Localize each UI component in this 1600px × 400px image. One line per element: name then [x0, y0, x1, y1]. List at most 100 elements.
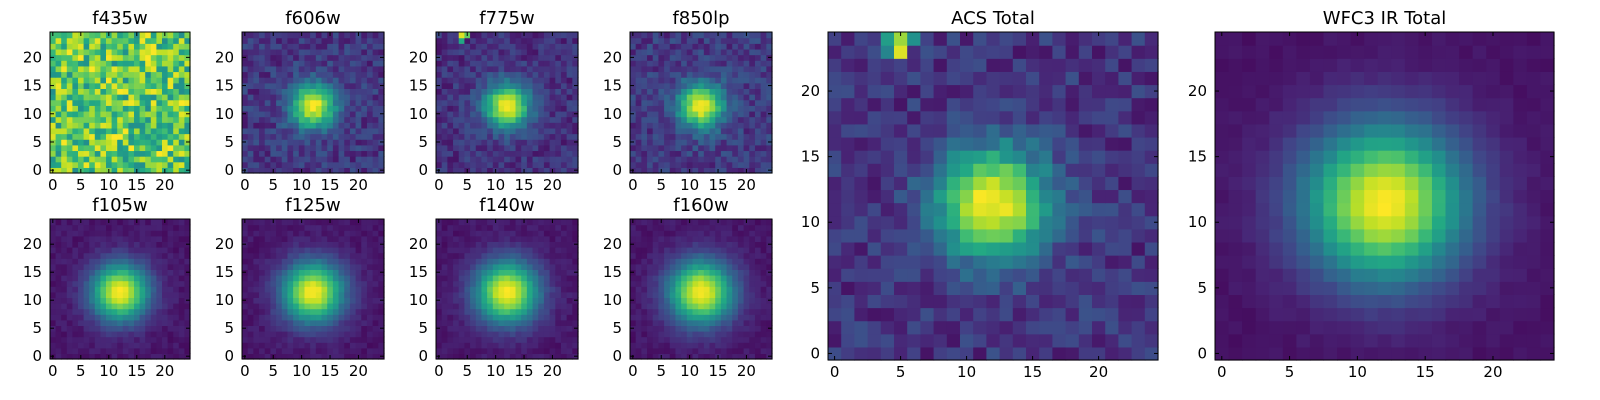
heatmap-cell [150, 258, 157, 265]
heatmap-cell [78, 280, 85, 287]
heatmap-cell [134, 48, 141, 56]
heatmap-cell [321, 224, 328, 231]
heatmap-cell [737, 116, 745, 123]
heatmap-cell [247, 110, 254, 118]
heatmap-cell [703, 325, 711, 332]
heatmap-cell [178, 275, 185, 282]
heatmap-cell [366, 139, 374, 146]
heatmap-cell [55, 156, 62, 163]
heatmap-cell [543, 37, 551, 44]
heatmap-cell [686, 77, 694, 84]
heatmap-cell [675, 161, 682, 168]
heatmap-cell [698, 43, 705, 50]
heatmap-cell [327, 230, 334, 237]
heatmap-cell [55, 319, 62, 326]
heatmap-cell [436, 247, 443, 254]
heatmap-cell [453, 224, 460, 231]
heatmap-cell [94, 314, 101, 321]
heatmap-cell [521, 280, 528, 287]
y-tick-label: 20 [23, 235, 42, 253]
heatmap-cell [178, 65, 185, 73]
heatmap-cell [150, 65, 157, 73]
heatmap-cell [184, 319, 191, 326]
heatmap-cell [321, 235, 328, 242]
heatmap-cell [566, 94, 573, 101]
heatmap-cell [715, 71, 722, 78]
heatmap-cell [641, 303, 648, 310]
heatmap-cell [106, 156, 113, 163]
heatmap-cell [464, 99, 471, 106]
heatmap-cell [293, 252, 300, 259]
heatmap-cell [487, 230, 494, 237]
heatmap-cell [378, 286, 385, 293]
heatmap-cell [106, 325, 113, 332]
heatmap-cell [635, 331, 642, 338]
heatmap-cell [122, 342, 129, 349]
heatmap-cell [89, 122, 96, 129]
heatmap-cell [150, 286, 157, 293]
heatmap-cell [94, 342, 101, 349]
heatmap-cell [504, 297, 511, 304]
heatmap-cell [749, 325, 756, 332]
heatmap-cell [749, 54, 756, 61]
heatmap-cell [100, 122, 107, 129]
heatmap-cell [566, 77, 573, 84]
heatmap-cell [709, 280, 716, 287]
heatmap-cell [647, 319, 654, 326]
heatmap-cell [242, 319, 249, 326]
heatmap-cell [515, 252, 522, 259]
heatmap-cell [349, 331, 357, 338]
heatmap-cell [145, 99, 152, 106]
heatmap-cell [487, 156, 494, 163]
heatmap-cell [50, 65, 57, 73]
heatmap-cell [692, 167, 699, 174]
heatmap-cell [492, 105, 500, 112]
heatmap-cell [538, 314, 545, 321]
heatmap-cell [652, 308, 659, 315]
heatmap-cell [310, 37, 317, 44]
heatmap-cell [560, 37, 568, 44]
heatmap-cell [61, 308, 68, 315]
heatmap-cell [89, 71, 96, 78]
heatmap-cell [760, 139, 767, 146]
heatmap-cell [83, 230, 90, 237]
heatmap-cell [532, 275, 539, 282]
heatmap-cell [66, 167, 73, 174]
heatmap-cell [635, 110, 642, 118]
heatmap-cell [276, 224, 283, 231]
heatmap-cell [106, 99, 113, 106]
heatmap-cell [543, 94, 551, 101]
heatmap-cell [458, 342, 465, 349]
heatmap-cell [492, 336, 500, 343]
heatmap-cell [184, 252, 191, 259]
heatmap-cell [167, 241, 174, 248]
heatmap-cell [298, 252, 306, 259]
heatmap-cell [94, 150, 101, 157]
heatmap-cell [122, 77, 129, 84]
heatmap-cell [652, 280, 659, 287]
heatmap-cell [726, 331, 733, 338]
heatmap-cell [453, 37, 460, 44]
heatmap-cell [635, 127, 642, 135]
heatmap-cell [173, 167, 180, 174]
heatmap-cell [566, 280, 573, 287]
heatmap-cell [122, 161, 129, 168]
heatmap-cell [555, 116, 562, 123]
heatmap-cell [543, 308, 551, 315]
heatmap-cell [709, 122, 716, 129]
heatmap-cell [128, 219, 135, 226]
axes-frame [241, 31, 385, 174]
heatmap-cell [737, 297, 745, 304]
heatmap-cell [669, 94, 677, 101]
heatmap-cell [555, 127, 562, 135]
heatmap-cell [760, 161, 767, 168]
heatmap-cell [487, 219, 494, 226]
heatmap-cell [55, 280, 62, 287]
heatmap-cell [737, 94, 745, 101]
heatmap-cell [242, 37, 249, 44]
heatmap-cell [492, 144, 500, 152]
heatmap-cell [111, 60, 118, 67]
heatmap-cell [247, 291, 254, 298]
heatmap-cell [156, 347, 163, 354]
heatmap-cell [686, 43, 694, 50]
